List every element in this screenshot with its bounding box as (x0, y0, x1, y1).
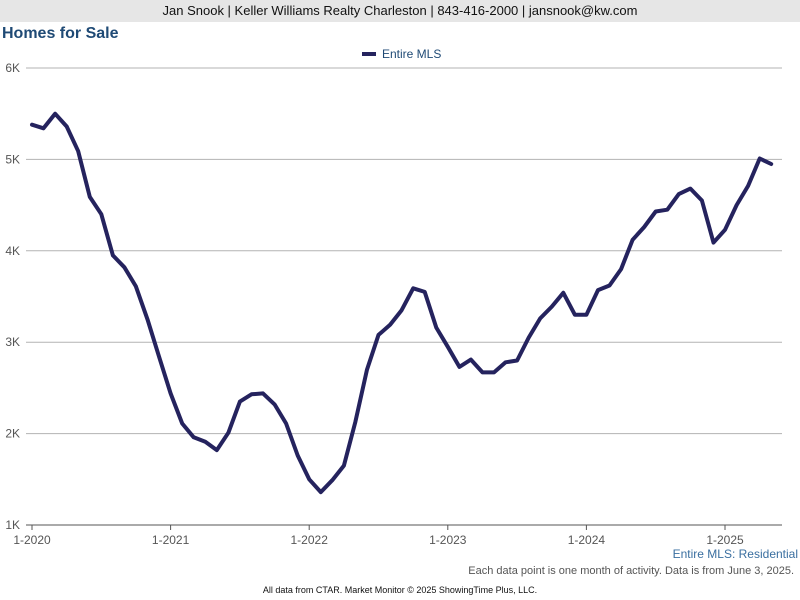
data-point (665, 208, 669, 212)
data-point (457, 365, 461, 369)
data-point (584, 313, 588, 317)
y-tick-label: 3K (5, 335, 20, 349)
data-point (515, 358, 519, 362)
data-point (769, 162, 773, 166)
y-tick-label: 6K (5, 61, 20, 75)
data-point (307, 477, 311, 481)
data-point (203, 440, 207, 444)
data-point (746, 184, 750, 188)
x-tick-label: 1-2021 (152, 533, 190, 545)
data-point (480, 370, 484, 374)
footer-credit: All data from CTAR. Market Monitor © 202… (262, 585, 538, 595)
data-point (273, 402, 277, 406)
data-point (735, 203, 739, 207)
data-point (353, 420, 357, 424)
data-point (215, 448, 219, 452)
data-point (688, 187, 692, 191)
data-point (492, 370, 496, 374)
data-point (758, 156, 762, 160)
data-point (330, 478, 334, 482)
data-point (284, 422, 288, 426)
y-tick-label: 4K (5, 244, 20, 258)
data-point (700, 199, 704, 203)
chart-caption: Entire MLS: Residential (672, 547, 798, 561)
data-point (111, 253, 115, 257)
data-point (30, 123, 34, 127)
series-layer (30, 111, 774, 495)
legend: Entire MLS (362, 47, 441, 61)
axis-layer: 1K 2K 3K 4K 5K 6K 1-2020 1-2021 1-2022 1-2023 1-20… (5, 61, 782, 545)
data-point (400, 308, 404, 312)
data-point (261, 391, 265, 395)
data-point (157, 355, 161, 359)
data-point (619, 267, 623, 271)
x-tick-label: 1-2025 (706, 533, 744, 545)
data-point (642, 225, 646, 229)
data-point (469, 358, 473, 362)
data-point (180, 422, 184, 426)
data-point (504, 360, 508, 364)
data-point (99, 212, 103, 216)
data-point (88, 195, 92, 199)
data-point (631, 238, 635, 242)
data-point (561, 291, 565, 295)
x-tick-label: 1-2023 (429, 533, 467, 545)
data-point (146, 317, 149, 321)
data-point (122, 265, 126, 269)
data-point (226, 431, 230, 435)
x-tick-label: 1-2024 (568, 533, 606, 545)
data-point (319, 490, 323, 494)
data-point (296, 454, 300, 458)
data-point (169, 391, 173, 395)
x-tick-label: 1-2022 (291, 533, 329, 545)
data-point (434, 326, 438, 330)
data-point (342, 464, 346, 468)
legend-label-entire-mls: Entire MLS (382, 47, 441, 61)
data-point (723, 228, 727, 232)
y-tick-label: 2K (5, 427, 20, 441)
data-point (76, 149, 80, 153)
data-point (134, 284, 138, 288)
data-point (249, 392, 253, 396)
data-point (423, 290, 427, 294)
data-point (65, 124, 69, 128)
data-point (446, 345, 450, 349)
data-point (411, 286, 415, 290)
data-point (596, 288, 600, 292)
y-tick-label: 5K (5, 152, 20, 166)
y-tick-label: 1K (5, 518, 20, 532)
data-point (677, 192, 681, 196)
data-point (42, 126, 46, 130)
data-point (711, 241, 715, 245)
data-point (550, 305, 554, 309)
data-point (388, 323, 392, 327)
data-point (538, 316, 542, 320)
data-point (238, 400, 242, 404)
data-point (608, 284, 611, 288)
x-tick-label: 1-2020 (13, 533, 51, 545)
data-point (527, 336, 531, 340)
data-point (377, 333, 380, 337)
grid-layer (26, 67, 782, 435)
series-line-entire-mls (30, 111, 774, 495)
data-point (365, 368, 369, 372)
homes-for-sale-chart: 1K 2K 3K 4K 5K 6K 1-2020 1-2021 1-2022 1-2023 1-20… (5, 47, 782, 545)
data-point (654, 209, 658, 213)
chart-title: Homes for Sale (2, 25, 119, 42)
data-point (192, 435, 196, 439)
data-point (573, 313, 577, 317)
data-note: Each data point is one month of activity… (468, 565, 794, 577)
contact-header: Jan Snook | Keller Williams Realty Charl… (0, 0, 800, 22)
data-point (53, 112, 57, 116)
